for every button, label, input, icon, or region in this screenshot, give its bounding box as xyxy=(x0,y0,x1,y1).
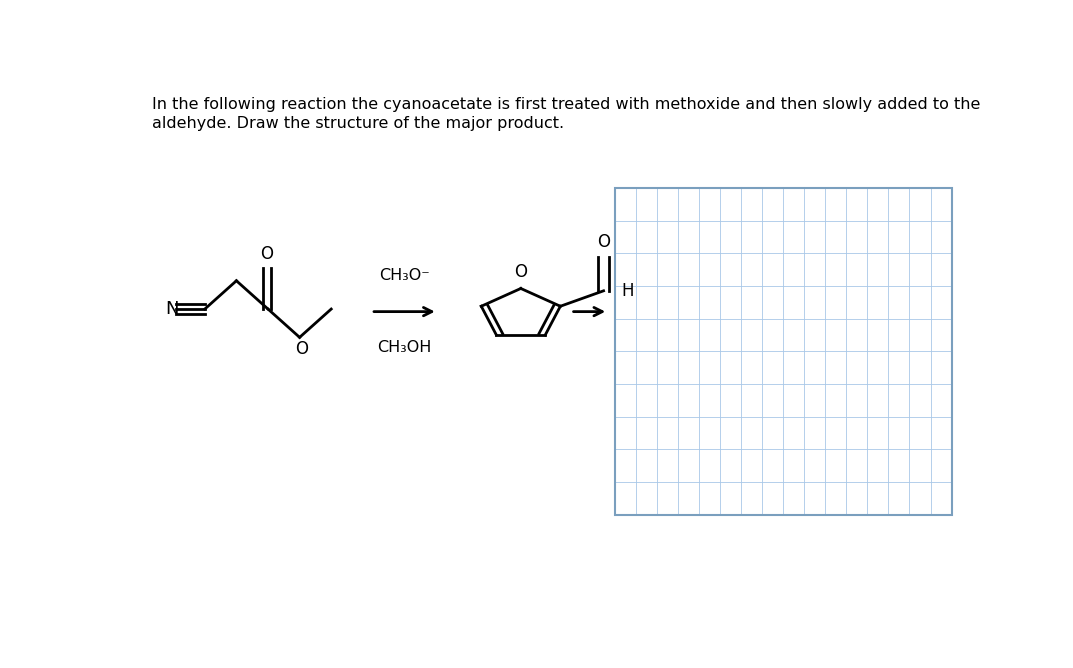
Text: CH₃O⁻: CH₃O⁻ xyxy=(379,269,430,283)
Bar xyxy=(615,188,952,515)
Text: aldehyde. Draw the structure of the major product.: aldehyde. Draw the structure of the majo… xyxy=(152,116,564,131)
Text: O: O xyxy=(260,244,273,263)
Text: N: N xyxy=(165,300,179,318)
Text: CH₃OH: CH₃OH xyxy=(378,340,431,355)
Text: O: O xyxy=(514,263,527,281)
Text: H: H xyxy=(622,282,634,300)
Text: O: O xyxy=(295,340,309,358)
Text: In the following reaction the cyanoacetate is first treated with methoxide and t: In the following reaction the cyanoaceta… xyxy=(152,97,981,112)
Text: O: O xyxy=(597,233,611,251)
